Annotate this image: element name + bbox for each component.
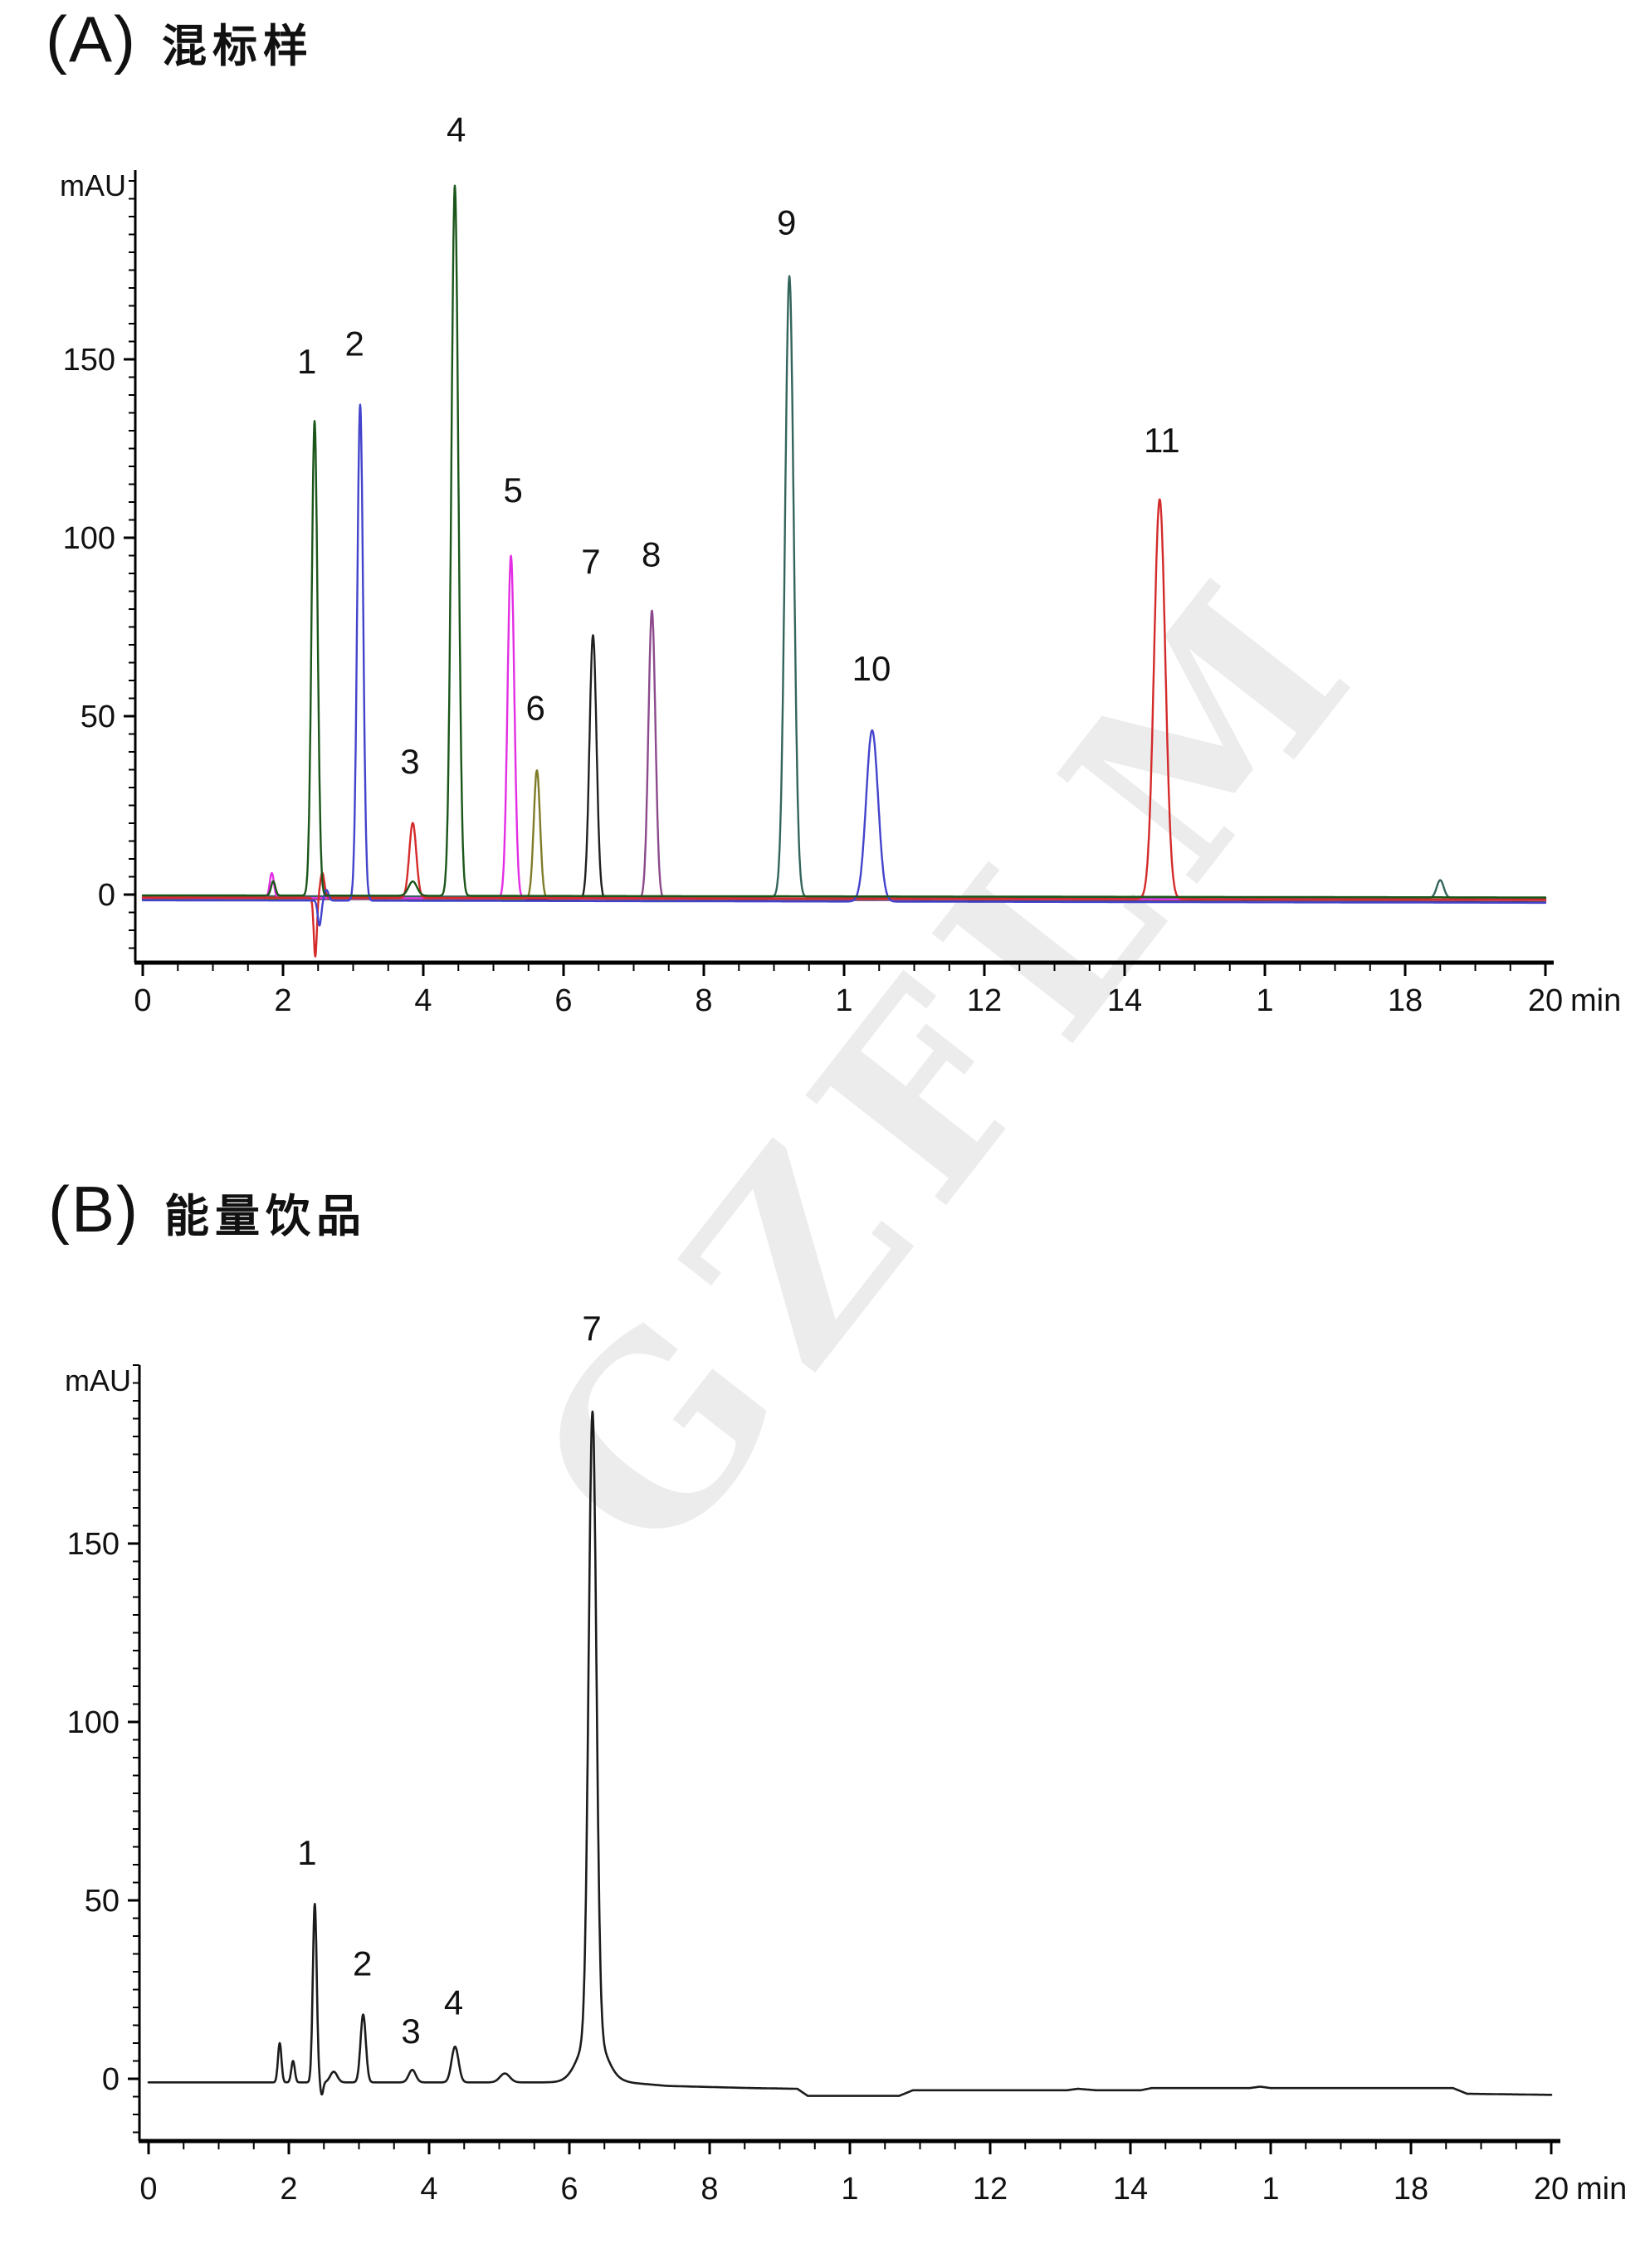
x-tick-label-a: 12 — [967, 983, 1002, 1018]
panel-b-label: (B) — [48, 1173, 139, 1246]
x-tick-label-b: 1 — [1262, 2172, 1279, 2207]
y-tick-label-a: 100 — [63, 521, 115, 556]
x-tick-label-b: 8 — [701, 2172, 718, 2207]
trace-red-a — [141, 498, 1547, 958]
x-tick-label-a: 18 — [1388, 983, 1423, 1018]
x-tick-label-a: 2 — [274, 983, 291, 1018]
y-tick-label-b: 150 — [67, 1527, 120, 1562]
panel-a-label: (A) — [46, 2, 137, 76]
x-tick-label-a: 1 — [835, 983, 852, 1018]
peak-label-b-1: 1 — [297, 1833, 316, 1872]
y-axis-unit-b: mAU — [65, 1363, 131, 1397]
peak-label-a-6: 6 — [526, 688, 545, 727]
peak-label-b-3: 3 — [401, 2012, 420, 2051]
peak-label-b-7: 7 — [582, 1309, 601, 1348]
y-tick-label-b: 0 — [102, 2062, 120, 2097]
x-tick-label-a: 0 — [134, 983, 151, 1018]
trace-teal-a — [141, 275, 1547, 900]
x-axis-unit-a: min — [1570, 983, 1621, 1018]
peak-label-b-2: 2 — [353, 1944, 372, 1983]
panel-a-title-text: 混标样 — [161, 22, 314, 71]
y-tick-label-a: 50 — [81, 700, 115, 734]
peak-label-a-5: 5 — [503, 471, 522, 510]
trace-green-a — [141, 184, 1547, 899]
y-tick-label-a: 0 — [98, 878, 115, 913]
x-tick-label-a: 6 — [554, 983, 572, 1018]
peak-label-a-2: 2 — [345, 324, 364, 363]
peak-label-a-7: 7 — [581, 542, 600, 581]
x-tick-label-a: 8 — [695, 983, 712, 1018]
peak-label-b-4: 4 — [444, 1983, 463, 2022]
trace-blue-a — [141, 403, 1547, 927]
x-tick-label-b: 12 — [973, 2172, 1008, 2207]
x-tick-label-b: 4 — [420, 2172, 437, 2207]
x-tick-label-b: 14 — [1113, 2172, 1148, 2207]
y-tick-label-a: 150 — [63, 343, 115, 378]
x-tick-label-b: 18 — [1394, 2172, 1428, 2207]
peak-label-a-1: 1 — [297, 342, 316, 381]
peak-label-a-11: 11 — [1144, 421, 1180, 460]
x-tick-label-a: 14 — [1107, 983, 1142, 1018]
y-tick-label-b: 100 — [67, 1705, 120, 1740]
peak-label-a-3: 3 — [400, 742, 419, 781]
trace-sample-b — [147, 1410, 1553, 2097]
x-tick-label-a: 4 — [414, 983, 432, 1018]
panel-b-title: (B) 能量饮品 — [48, 1172, 367, 1247]
x-tick-label-b: 0 — [139, 2172, 157, 2207]
x-tick-label-b: 6 — [560, 2172, 578, 2207]
peak-label-a-8: 8 — [642, 534, 661, 573]
panel-a-title: (A) 混标样 — [46, 2, 314, 77]
x-tick-label-b: 2 — [280, 2172, 297, 2207]
y-tick-label-b: 50 — [85, 1884, 120, 1919]
panel-b-title-text: 能量饮品 — [164, 1192, 367, 1241]
x-tick-label-a: 1 — [1256, 983, 1273, 1018]
y-axis-unit-a: mAU — [60, 168, 126, 202]
x-axis-unit-b: min — [1576, 2172, 1627, 2207]
x-tick-label-a: 20 — [1528, 983, 1563, 1018]
peak-label-a-4: 4 — [447, 110, 466, 149]
x-tick-label-b: 20 — [1534, 2172, 1569, 2207]
peak-label-a-9: 9 — [777, 203, 796, 242]
peak-label-a-10: 10 — [852, 649, 891, 688]
x-tick-label-b: 1 — [841, 2172, 858, 2207]
